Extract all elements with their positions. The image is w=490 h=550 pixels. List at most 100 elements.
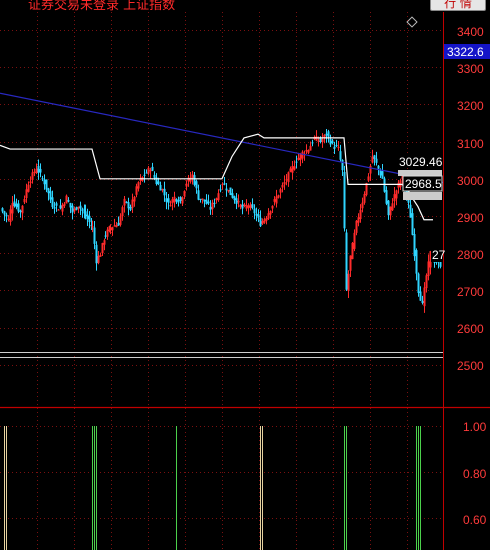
candle-body	[179, 196, 182, 201]
y-tick: 3200	[457, 99, 484, 113]
candle-body	[301, 151, 304, 159]
candle-body	[325, 133, 328, 136]
candle-body	[289, 168, 292, 172]
candle-body	[365, 183, 368, 195]
candle-body	[277, 195, 280, 198]
candle-body	[139, 178, 142, 181]
candle-body	[397, 182, 400, 188]
candle-body	[249, 204, 252, 209]
y-tick: 0.60	[463, 513, 487, 527]
candle-body	[123, 198, 126, 206]
candle-body	[99, 254, 102, 257]
candle-body	[63, 203, 66, 206]
candle-body	[415, 250, 418, 274]
candle-body	[221, 184, 224, 186]
y-tick: 2700	[457, 285, 484, 299]
candle-body	[133, 196, 136, 202]
candle-body	[347, 273, 350, 292]
candle-body	[84, 211, 87, 217]
candle-body	[285, 179, 288, 181]
current-value-badge	[444, 44, 490, 59]
current-value: 3322.6	[447, 45, 484, 59]
candle-body	[239, 204, 242, 207]
candle-body	[413, 234, 416, 257]
candle-body	[265, 218, 268, 221]
price-label-27: 27	[431, 248, 446, 262]
panel-frame	[0, 12, 490, 550]
candle-body	[349, 255, 352, 271]
candle-body	[93, 227, 96, 244]
candle-body	[211, 202, 214, 210]
candle-body	[369, 165, 372, 174]
candle-body	[137, 182, 140, 189]
candle-body	[5, 214, 8, 217]
quote-button[interactable]: 行 情	[430, 0, 486, 11]
candle-body	[305, 149, 308, 152]
candle-body	[383, 178, 386, 192]
candle-body	[281, 184, 284, 188]
candle-body	[183, 191, 186, 197]
price-label: 27	[432, 248, 446, 262]
candle-body	[17, 203, 20, 212]
candle-body	[293, 166, 296, 170]
candle-body	[223, 183, 226, 185]
candle-body	[81, 208, 84, 212]
y-tick: 3100	[457, 137, 484, 151]
candle-body	[37, 165, 40, 173]
candle-body	[121, 207, 124, 217]
candle-body	[219, 189, 222, 191]
candle-body	[235, 198, 238, 204]
candle-body	[49, 191, 52, 200]
candle-body	[119, 215, 122, 225]
candle-body	[337, 146, 340, 148]
y-tick: 2500	[457, 359, 484, 373]
candle-body	[131, 199, 134, 208]
candle-body	[243, 204, 246, 206]
candle-body	[331, 141, 334, 144]
candle-body	[91, 226, 94, 228]
candle-body	[371, 156, 374, 163]
candle-body	[229, 187, 232, 195]
candle-body	[323, 134, 326, 138]
candle-body	[88, 215, 91, 223]
candle-body	[241, 204, 244, 209]
candle-body	[311, 142, 314, 144]
candle-body	[113, 225, 116, 227]
candle-body	[67, 200, 70, 202]
candle-body	[151, 166, 154, 171]
candle-body	[291, 165, 294, 173]
candle-body	[21, 205, 24, 214]
candle-body	[361, 202, 364, 209]
candle-body	[169, 205, 172, 207]
candle-body	[53, 207, 56, 209]
y-tick: 3400	[457, 25, 484, 39]
candle-body	[381, 171, 384, 179]
candle-body	[315, 136, 318, 141]
candle-body	[333, 146, 336, 149]
candle-body	[307, 150, 310, 153]
candle-body	[187, 177, 190, 182]
candle-body	[267, 213, 270, 219]
candle-body	[225, 188, 228, 191]
candle-body	[279, 189, 282, 193]
candle-body	[25, 189, 28, 199]
price-label: 3029.46	[399, 155, 443, 169]
candlestick-series	[1, 129, 442, 313]
candle-body	[147, 167, 150, 174]
candle-body	[379, 169, 382, 176]
candle-body	[159, 185, 162, 191]
candle-body	[429, 251, 432, 268]
candle-body	[319, 137, 322, 143]
candle-body	[357, 217, 360, 223]
candle-body	[425, 275, 428, 289]
title-bar: 证券交易未登录 上证指数	[0, 0, 490, 13]
candle-body	[7, 218, 10, 220]
candle-body	[391, 203, 394, 211]
candle-body	[75, 207, 78, 210]
candle-body	[95, 244, 98, 264]
candle-body	[31, 172, 34, 180]
candle-body	[251, 204, 254, 208]
candle-body	[103, 240, 106, 245]
candle-body	[135, 186, 138, 195]
candle-body	[193, 175, 196, 185]
